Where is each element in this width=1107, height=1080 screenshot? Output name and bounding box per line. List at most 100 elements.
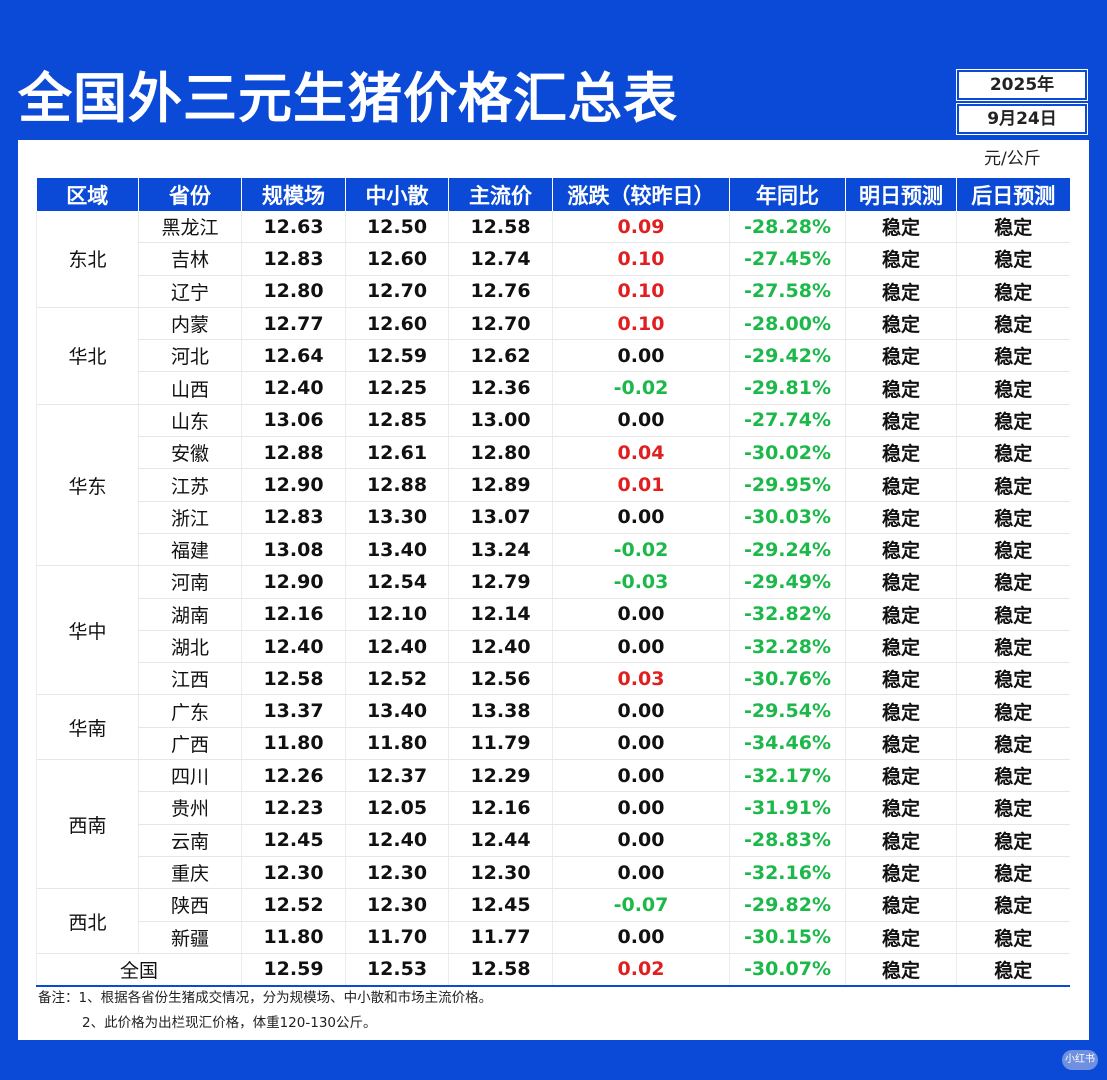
small-farm-price: 12.25 [345,371,449,405]
yoy-change: -29.81% [729,371,846,405]
date-label: 9月24日 [956,103,1088,135]
date-box: 2025年 9月24日 [956,69,1088,138]
price-change: -0.02 [552,371,730,405]
col-header-small-farm: 中小散 [345,178,449,211]
large-farm-price: 13.08 [241,533,346,567]
table-row: 江西 12.58 12.52 12.56 0.03 -30.76% 稳定 稳定 [37,662,1070,696]
province-cell: 安徽 [138,436,242,470]
main-price: 12.89 [448,468,553,502]
forecast-day-after: 稳定 [956,662,1070,696]
large-farm-price: 12.16 [241,598,346,631]
large-farm-price: 12.83 [241,242,346,276]
main-price: 13.00 [448,404,553,438]
province-cell: 黑龙江 [138,211,242,244]
yoy-change: -28.28% [729,211,846,244]
region-cell: 华北 [36,307,139,405]
main-price: 12.40 [448,630,553,664]
col-header-large-farm: 规模场 [241,178,346,211]
table-row: 福建 13.08 13.40 13.24 -0.02 -29.24% 稳定 稳定 [37,533,1070,567]
forecast-day-after: 稳定 [956,694,1070,728]
table-row: 东北 黑龙江 12.63 12.50 12.58 0.09 -28.28% 稳定 稳定 [36,211,1070,308]
small-farm-price: 13.40 [345,533,449,567]
forecast-day-after: 稳定 [956,921,1070,954]
province-cell: 辽宁 [138,275,242,308]
table-row: 广西 11.80 11.80 11.79 0.00 -34.46% 稳定 稳定 [37,727,1070,761]
yoy-change: -29.42% [729,339,846,373]
notes: 备注：1、根据各省份生猪成交情况，分为规模场、中小散和市场主流价格。 2、此价格… [38,986,492,1036]
main-price: 12.36 [448,371,553,405]
large-farm-price: 13.06 [241,404,346,438]
unit-label: 元/公斤 [984,149,1041,169]
small-farm-price: 12.60 [345,242,449,276]
table-row-total: 全国 12.59 12.53 12.58 0.02 -30.07% 稳定 稳定 [36,953,1070,988]
yoy-change: -29.54% [729,694,846,728]
table-row: 华北 内蒙 12.77 12.60 12.70 0.10 -28.00% 稳定 稳定 [36,307,1070,405]
large-farm-price: 12.26 [241,759,346,793]
yoy-change: -27.45% [729,242,846,276]
province-cell: 湖北 [138,630,242,664]
price-change: 0.09 [552,211,730,244]
main-price: 12.56 [448,662,553,696]
main-price: 13.24 [448,533,553,567]
forecast-day-after: 稳定 [956,888,1070,922]
price-change: 0.00 [552,339,730,373]
forecast-tomorrow: 稳定 [845,501,957,534]
large-farm-price: 11.80 [241,921,346,954]
forecast-tomorrow: 稳定 [845,856,957,890]
price-change: 0.00 [552,694,730,728]
small-farm-price: 12.70 [345,275,449,308]
price-change: 0.00 [552,598,730,631]
col-header-main-price: 主流价 [448,178,553,211]
col-header-yoy: 年同比 [729,178,846,211]
table-row: 华东 山东 13.06 12.85 13.00 0.00 -27.74% 稳定 稳定 [36,404,1070,567]
main-price: 11.79 [448,727,553,761]
large-farm-price: 12.59 [241,953,346,988]
forecast-tomorrow: 稳定 [845,791,957,825]
yoy-change: -29.82% [729,888,846,922]
forecast-day-after: 稳定 [956,468,1070,502]
large-farm-price: 12.40 [241,371,346,405]
province-cell: 云南 [138,824,242,857]
forecast-tomorrow: 稳定 [845,242,957,276]
main-price: 12.14 [448,598,553,631]
main-price: 12.30 [448,856,553,890]
small-farm-price: 13.40 [345,694,449,728]
small-farm-price: 12.60 [345,307,449,341]
province-cell: 江苏 [138,468,242,502]
yoy-change: -34.46% [729,727,846,761]
province-cell: 浙江 [138,501,242,534]
yoy-change: -29.95% [729,468,846,502]
large-farm-price: 12.30 [241,856,346,890]
forecast-day-after: 稳定 [956,242,1070,276]
price-change: -0.03 [552,565,730,599]
region-cell: 华南 [36,694,139,761]
small-farm-price: 12.50 [345,211,449,244]
forecast-day-after: 稳定 [956,275,1070,308]
small-farm-price: 12.05 [345,791,449,825]
small-farm-price: 12.30 [345,856,449,890]
forecast-day-after: 稳定 [956,371,1070,405]
watermark-logo: 小红书 [1062,1050,1098,1070]
large-farm-price: 11.80 [241,727,346,761]
yoy-change: -28.83% [729,824,846,857]
province-cell: 河南 [138,565,242,599]
forecast-tomorrow: 稳定 [845,759,957,793]
small-farm-price: 12.85 [345,404,449,438]
large-farm-price: 12.90 [241,468,346,502]
yoy-change: -30.76% [729,662,846,696]
main-price: 12.58 [448,953,553,988]
forecast-day-after: 稳定 [956,598,1070,631]
forecast-tomorrow: 稳定 [845,565,957,599]
large-farm-price: 12.52 [241,888,346,922]
table-row: 华中 河南 12.90 12.54 12.79 -0.03 -29.49% 稳定 稳定 [36,565,1070,696]
region-cell: 华东 [36,404,139,567]
price-change: -0.07 [552,888,730,922]
yoy-change: -27.58% [729,275,846,308]
forecast-day-after: 稳定 [956,824,1070,857]
note-line-2: 2、此价格为出栏现汇价格，体重120-130公斤。 [82,1015,377,1031]
main-price: 12.29 [448,759,553,793]
forecast-day-after: 稳定 [956,211,1070,244]
table-row: 江苏 12.90 12.88 12.89 0.01 -29.95% 稳定 稳定 [37,468,1070,502]
region-cell: 华中 [36,565,139,696]
province-cell: 广西 [138,727,242,761]
